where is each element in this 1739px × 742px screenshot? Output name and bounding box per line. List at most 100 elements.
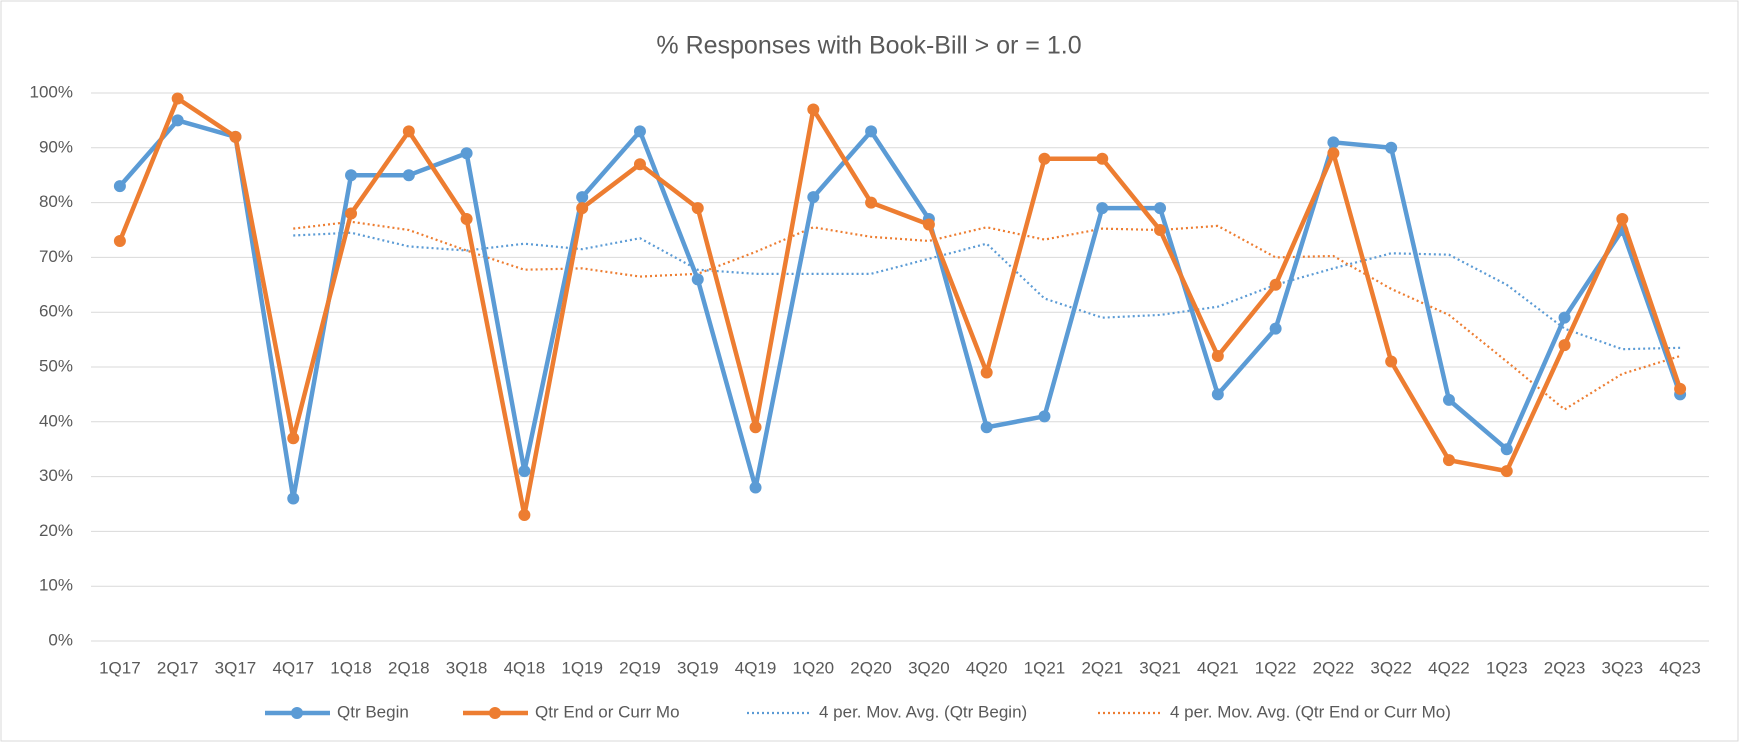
x-tick-label: 1Q20 xyxy=(793,658,835,677)
x-tick-label: 2Q18 xyxy=(388,658,430,677)
point xyxy=(402,169,415,182)
legend-label: 4 per. Mov. Avg. (Qtr Begin) xyxy=(819,702,1027,721)
x-tick-label: 2Q23 xyxy=(1544,658,1586,677)
point xyxy=(1211,388,1224,401)
point xyxy=(633,125,646,138)
point xyxy=(460,147,473,160)
point xyxy=(1442,393,1455,406)
point xyxy=(1558,339,1571,352)
point xyxy=(980,421,993,434)
y-tick-label: 40% xyxy=(39,411,73,430)
point xyxy=(229,130,242,143)
x-tick-label: 1Q23 xyxy=(1486,658,1528,677)
point xyxy=(1154,202,1167,215)
x-tick-label: 4Q22 xyxy=(1428,658,1470,677)
x-tick-label: 4Q19 xyxy=(735,658,777,677)
legend-label: Qtr End or Curr Mo xyxy=(535,702,680,721)
point xyxy=(460,213,473,226)
point xyxy=(749,481,762,494)
point xyxy=(1096,152,1109,165)
point xyxy=(1211,350,1224,363)
point xyxy=(1558,311,1571,324)
point xyxy=(1500,443,1513,456)
point xyxy=(1385,355,1398,368)
x-tick-label: 1Q21 xyxy=(1024,658,1066,677)
point xyxy=(518,508,531,521)
point xyxy=(691,273,704,286)
point xyxy=(171,92,184,105)
legend-marker xyxy=(489,707,501,719)
point xyxy=(1385,141,1398,154)
point xyxy=(402,125,415,138)
point xyxy=(633,158,646,171)
trend-line xyxy=(293,220,1681,411)
y-tick-label: 100% xyxy=(30,82,73,101)
point xyxy=(749,421,762,434)
x-tick-label: 4Q21 xyxy=(1197,658,1239,677)
point xyxy=(1269,278,1282,291)
legend-marker xyxy=(291,707,303,719)
point xyxy=(1154,224,1167,236)
point xyxy=(1442,454,1455,467)
point xyxy=(1327,147,1340,160)
x-tick-label: 1Q19 xyxy=(561,658,603,677)
x-tick-label: 4Q20 xyxy=(966,658,1008,677)
x-tick-label: 4Q17 xyxy=(272,658,314,677)
point xyxy=(345,169,358,182)
point xyxy=(865,125,878,138)
x-tick-label: 3Q23 xyxy=(1602,658,1644,677)
x-tick-label: 2Q20 xyxy=(850,658,892,677)
point xyxy=(113,234,126,247)
point xyxy=(171,114,184,127)
y-tick-label: 10% xyxy=(39,576,73,595)
point xyxy=(287,432,300,445)
y-tick-label: 30% xyxy=(39,466,73,485)
point xyxy=(807,103,820,116)
trend-line xyxy=(293,231,1681,351)
x-tick-label: 3Q22 xyxy=(1370,658,1412,677)
point xyxy=(287,492,300,505)
point xyxy=(1674,382,1687,395)
point xyxy=(576,202,589,215)
point xyxy=(922,218,935,231)
point xyxy=(865,196,878,209)
x-tick-label: 4Q18 xyxy=(504,658,546,677)
legend-label: Qtr Begin xyxy=(337,702,409,721)
point xyxy=(807,191,820,204)
point xyxy=(1616,213,1629,226)
point xyxy=(1096,202,1109,215)
x-tick-label: 3Q19 xyxy=(677,658,719,677)
x-tick-label: 3Q17 xyxy=(215,658,257,677)
point xyxy=(113,180,126,193)
y-tick-label: 50% xyxy=(39,356,73,375)
x-tick-label: 1Q18 xyxy=(330,658,372,677)
x-tick-label: 2Q22 xyxy=(1313,658,1355,677)
x-tick-label: 4Q23 xyxy=(1659,658,1701,677)
point xyxy=(576,191,589,204)
y-tick-label: 80% xyxy=(39,192,73,211)
point xyxy=(1269,322,1282,335)
point xyxy=(1038,410,1051,423)
x-tick-label: 3Q21 xyxy=(1139,658,1181,677)
x-tick-label: 3Q18 xyxy=(446,658,488,677)
chart-title: % Responses with Book-Bill > or = 1.0 xyxy=(656,32,1081,60)
x-tick-label: 3Q20 xyxy=(908,658,950,677)
point xyxy=(980,366,993,379)
y-tick-label: 60% xyxy=(39,302,73,321)
point xyxy=(345,207,358,220)
point xyxy=(691,202,704,215)
series-line xyxy=(117,96,1683,518)
y-tick-label: 20% xyxy=(39,521,73,540)
point xyxy=(518,465,531,478)
x-tick-label: 1Q17 xyxy=(99,658,141,677)
point xyxy=(1038,152,1051,165)
y-tick-label: 90% xyxy=(39,137,73,156)
legend-label: 4 per. Mov. Avg. (Qtr End or Curr Mo) xyxy=(1170,702,1451,721)
x-tick-label: 2Q17 xyxy=(157,658,199,677)
y-tick-label: 70% xyxy=(39,247,73,266)
x-tick-label: 2Q19 xyxy=(619,658,661,677)
point xyxy=(1500,465,1513,478)
point xyxy=(1327,136,1340,149)
